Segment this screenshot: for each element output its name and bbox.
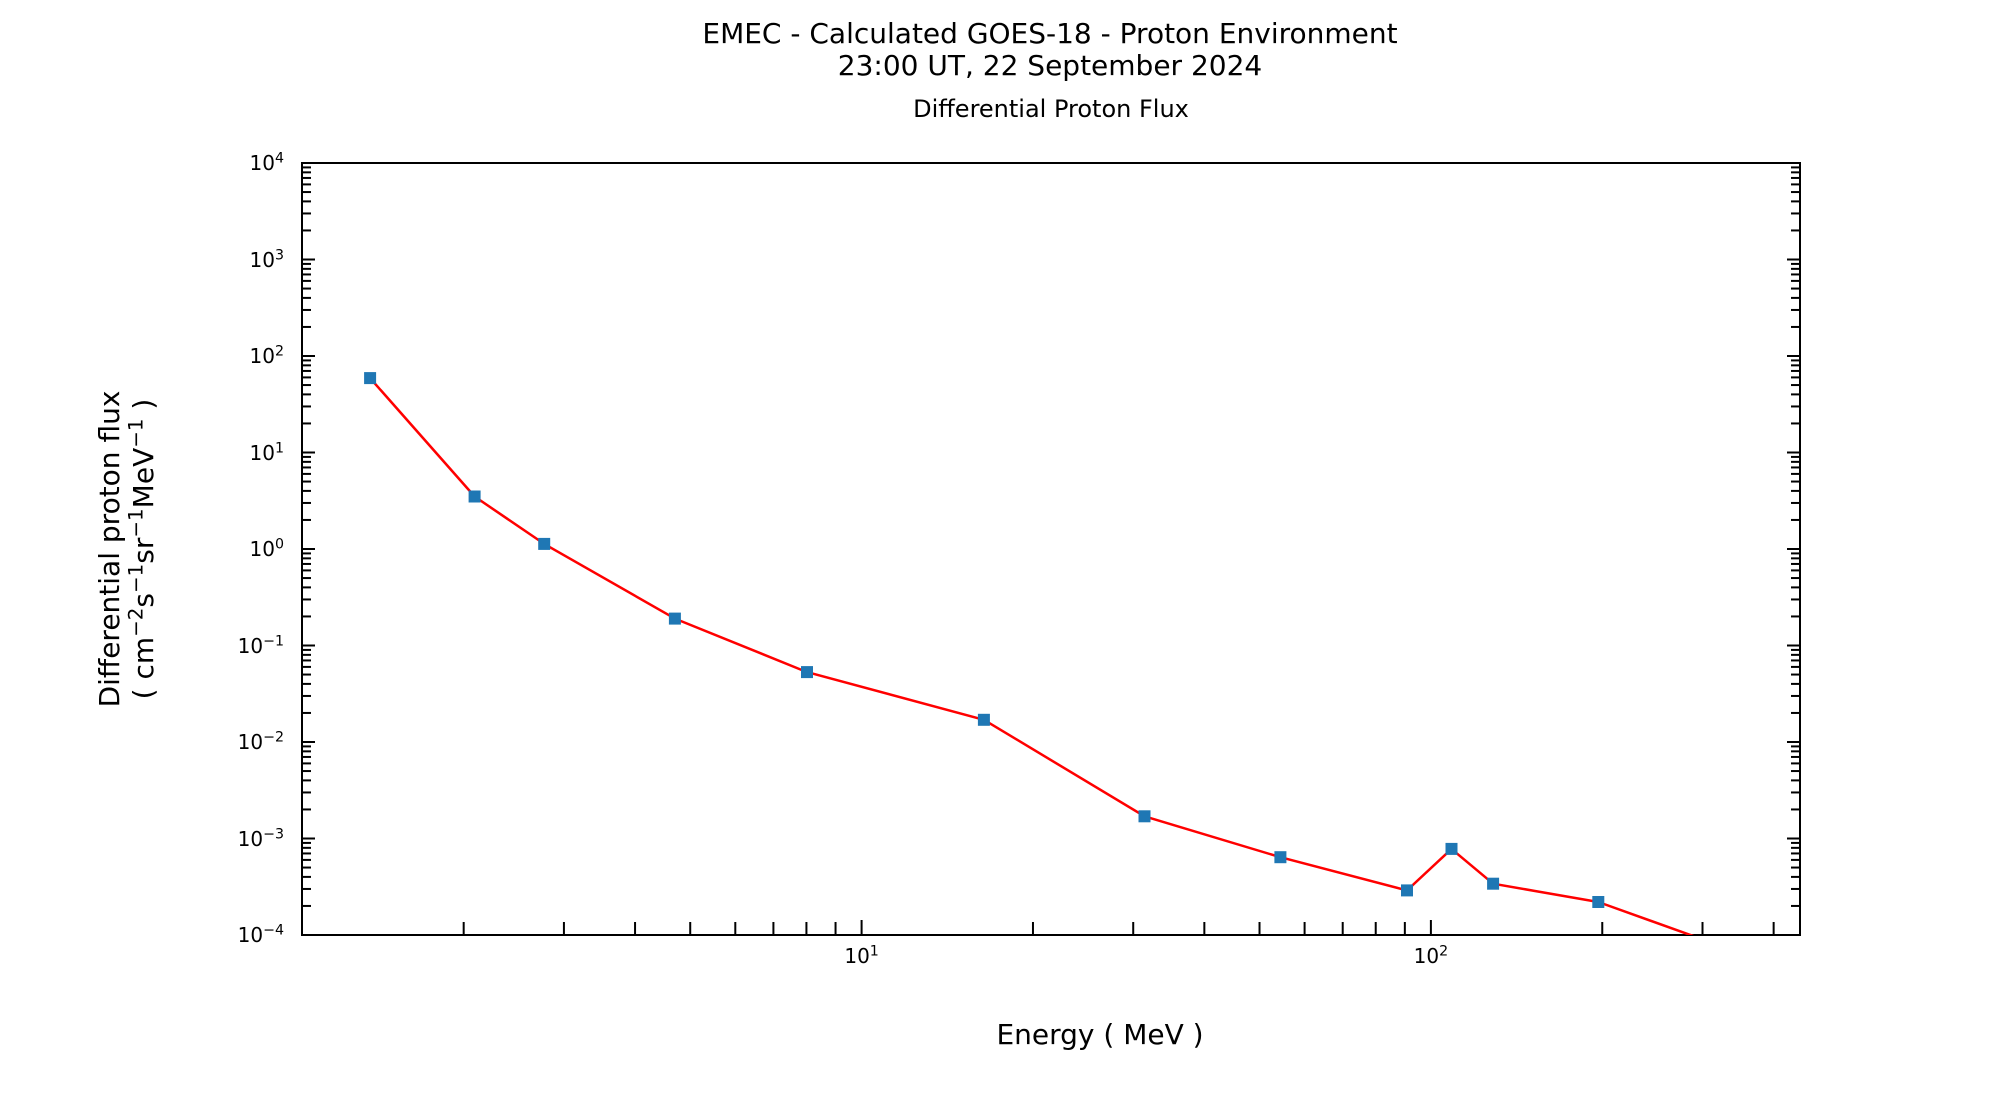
y-tick-label: 10−1 — [237, 632, 284, 658]
data-point-marker — [1445, 842, 1458, 855]
y-axis-label: Differential proton flux ( cm−2s−1sr−1Me… — [93, 391, 161, 708]
y-tick-label: 10−2 — [237, 729, 284, 754]
y-tick-label: 104 — [249, 150, 284, 175]
y-tick-label: 10−4 — [237, 922, 284, 947]
flux-line — [369, 377, 1695, 935]
data-point-marker — [1138, 810, 1151, 823]
data-point-marker — [977, 713, 990, 726]
data-point-marker — [1401, 884, 1413, 897]
x-tick-label: 101 — [844, 943, 879, 968]
data-point-marker — [468, 490, 481, 503]
data-point-marker — [364, 372, 377, 385]
figure-title-line2: 23:00 UT, 22 September 2024 — [837, 49, 1263, 82]
data-point-marker — [1487, 877, 1500, 890]
y-tick-label: 103 — [249, 246, 284, 272]
y-tick-label: 101 — [249, 439, 284, 465]
axes-title: Differential Proton Flux — [913, 95, 1189, 123]
data-point-marker — [538, 537, 551, 550]
data-point-marker — [1274, 851, 1287, 864]
x-tick-label: 102 — [1413, 943, 1449, 968]
y-tick-label: 102 — [249, 343, 284, 368]
data-point-marker — [1726, 944, 1738, 956]
x-axis-label: Energy ( MeV ) — [996, 1018, 1204, 1051]
data-series — [364, 372, 1738, 956]
axis-ticks — [302, 162, 1800, 936]
y-axis-label-units: ( cm−2s−1sr−1MeV−1 ) — [124, 398, 160, 700]
data-point-marker — [1592, 896, 1605, 908]
axes-spines — [301, 162, 1801, 936]
figure-title-line1: EMEC - Calculated GOES-18 - Proton Envir… — [702, 17, 1398, 50]
y-tick-label: 10−3 — [237, 825, 284, 851]
data-point-marker — [668, 612, 681, 625]
y-tick-label: 100 — [249, 536, 284, 561]
y-axis-label-line1: Differential proton flux — [93, 390, 126, 708]
data-point-marker — [801, 666, 813, 679]
